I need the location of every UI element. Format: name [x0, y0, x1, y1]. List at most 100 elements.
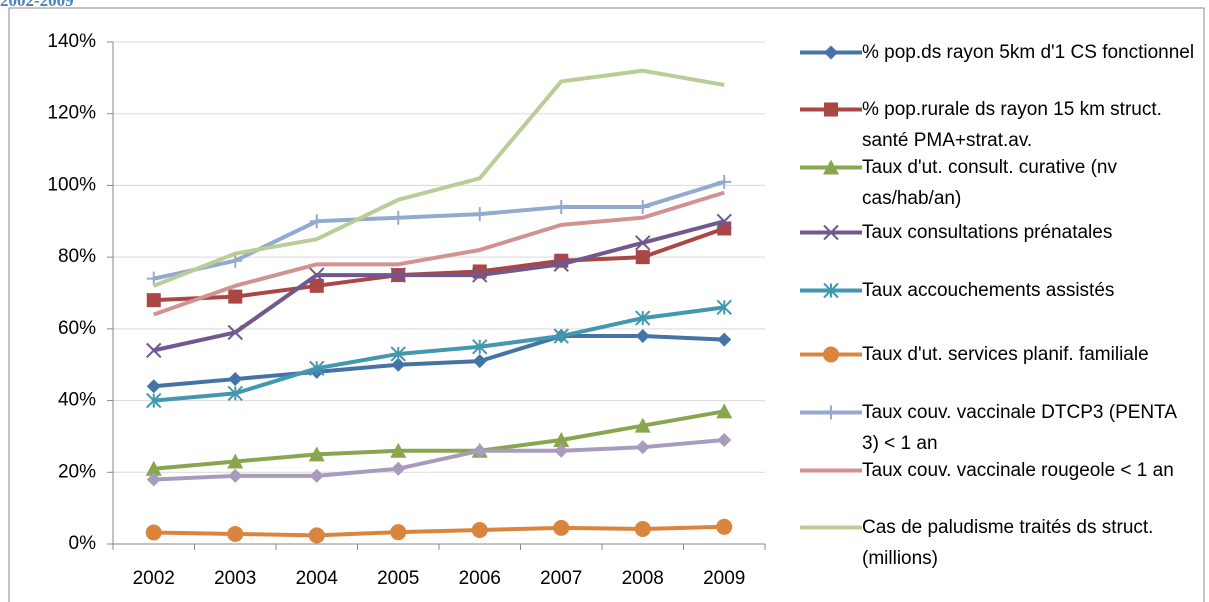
marker: [146, 271, 161, 286]
marker: [309, 360, 325, 377]
marker: [146, 472, 161, 487]
marker: [634, 520, 651, 537]
legend-label: % pop.ds rayon 5km d'1 CS fonctionnel: [862, 42, 1195, 63]
marker: [309, 278, 324, 293]
marker: [390, 346, 406, 362]
series-line: [153, 334, 725, 389]
marker: [146, 379, 161, 394]
series-line: [153, 179, 725, 281]
marker: [635, 235, 651, 251]
marker: [390, 524, 407, 541]
chart-title: 2002-2009: [0, 0, 74, 10]
marker: [391, 210, 406, 225]
marker: [635, 329, 650, 344]
legend-label: Taux d'ut. services planif. familiale: [862, 344, 1149, 365]
marker: [228, 253, 243, 268]
marker: [716, 518, 733, 535]
legend-label: Taux couv. vaccinale rougeole < 1 an: [862, 460, 1174, 481]
marker: [717, 332, 732, 347]
marker: [308, 527, 325, 544]
legend-marker: [823, 159, 839, 175]
marker: [635, 440, 650, 455]
marker: [145, 460, 162, 476]
y-tick-label: 140%: [47, 31, 96, 52]
x-tick-label: 2003: [214, 568, 256, 589]
x-tick-label: 2008: [622, 568, 664, 589]
y-tick-label: 120%: [47, 103, 96, 124]
series-line: [153, 438, 725, 482]
marker: [228, 372, 243, 387]
x-tick-label: 2002: [133, 568, 175, 589]
marker: [635, 250, 650, 265]
marker: [553, 256, 569, 273]
marker: [553, 432, 570, 448]
series-line: [153, 409, 725, 471]
legend-marker: [823, 282, 839, 299]
marker: [717, 433, 732, 448]
marker: [146, 293, 161, 308]
marker: [554, 443, 569, 458]
marker: [716, 403, 733, 419]
marker: [472, 443, 487, 458]
y-tick-label: 40%: [58, 390, 96, 411]
marker: [145, 524, 162, 541]
marker: [716, 213, 732, 229]
marker: [390, 267, 406, 283]
marker: [553, 328, 569, 344]
legend-label: % pop.rurale ds rayon 15 km struct. sant…: [862, 99, 1162, 151]
marker: [554, 199, 569, 214]
legend-marker: [824, 102, 838, 117]
legend-marker: [823, 224, 839, 241]
x-tick-label: 2005: [377, 568, 419, 589]
marker: [471, 522, 488, 539]
marker: [472, 354, 487, 369]
marker: [472, 267, 488, 283]
y-tick-label: 60%: [58, 318, 96, 339]
series-line: [153, 305, 725, 403]
x-tick-label: 2004: [296, 568, 339, 589]
legend-label: Taux accouchements assistés: [862, 280, 1115, 301]
chart-frame: [8, 7, 1205, 602]
marker: [472, 339, 488, 355]
x-tick-label: 2006: [459, 568, 501, 589]
legend-label: Taux consultations prénatales: [862, 222, 1113, 243]
marker: [390, 442, 407, 458]
legend-label: Taux couv. vaccinale DTCP3 (PENTA 3) < 1…: [862, 402, 1176, 454]
legend-label: Taux d'ut. consult. curative (nv cas/hab…: [862, 157, 1117, 209]
x-tick-label: 2007: [540, 568, 582, 589]
marker: [635, 310, 651, 326]
marker: [227, 453, 244, 469]
marker: [716, 299, 732, 316]
legend-label: Cas de paludisme traités ds struct. (mil…: [862, 517, 1154, 569]
y-tick-label: 80%: [58, 246, 96, 267]
marker: [309, 468, 324, 483]
marker: [635, 199, 650, 214]
y-tick-label: 20%: [58, 461, 96, 482]
marker: [227, 324, 243, 341]
marker: [227, 385, 243, 402]
y-tick-label: 0%: [69, 533, 97, 554]
marker: [228, 289, 243, 304]
legend-marker: [823, 346, 839, 363]
series-line: [153, 190, 725, 317]
marker: [308, 446, 325, 462]
marker: [228, 468, 243, 483]
x-tick-label: 2009: [703, 568, 745, 589]
marker: [717, 174, 732, 189]
marker: [309, 214, 324, 229]
marker: [472, 207, 487, 222]
series-line: [153, 68, 725, 288]
marker: [634, 417, 651, 433]
marker: [391, 461, 406, 476]
marker: [146, 392, 162, 409]
marker: [553, 519, 570, 536]
y-tick-label: 100%: [47, 174, 96, 195]
marker: [391, 357, 406, 372]
legend-marker: [824, 405, 838, 420]
marker: [309, 267, 325, 283]
series-line: [153, 524, 725, 538]
legend-marker: [824, 45, 838, 60]
marker: [227, 525, 244, 542]
